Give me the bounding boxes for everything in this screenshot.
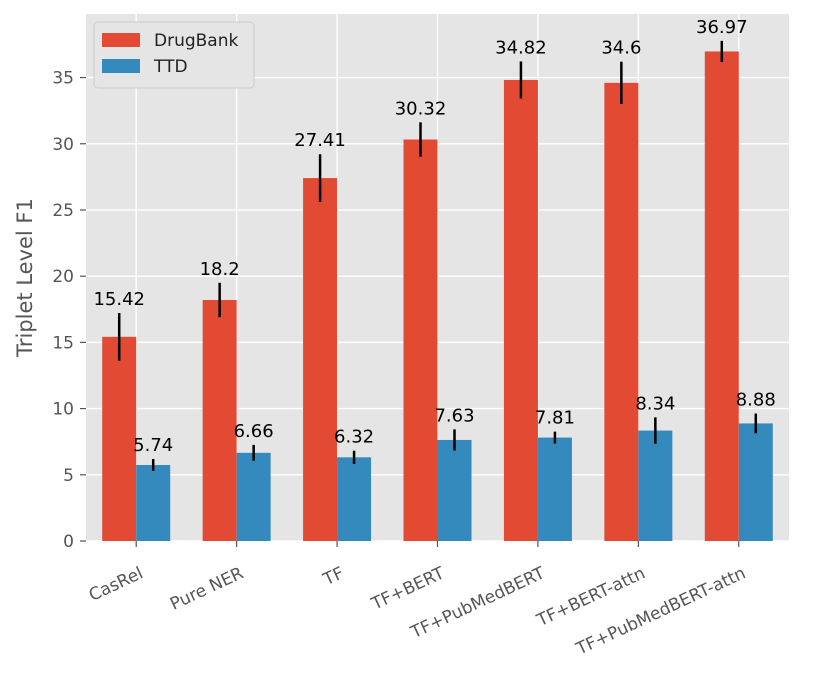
legend-swatch-drugbank	[102, 33, 140, 47]
bar-drugbank-1	[202, 300, 237, 541]
data-label: 18.2	[200, 259, 240, 280]
data-label: 34.6	[601, 38, 641, 59]
bar-ttd-5	[638, 430, 673, 541]
data-label: 7.81	[535, 408, 575, 429]
y-tick-label: 0	[63, 532, 74, 552]
bar-drugbank-6	[704, 51, 739, 541]
data-label: 6.66	[234, 421, 274, 442]
x-axis-ticks: CasRel Pure NER TF TF+BERTTF+PubMedBERTTF+B…	[86, 541, 749, 660]
x-tick-label: Pure NER	[167, 563, 247, 614]
x-tick-label: TF+BERT	[368, 563, 448, 615]
legend-swatch-ttd	[102, 59, 140, 73]
bar-drugbank-2	[303, 178, 338, 542]
data-label: 36.97	[696, 17, 748, 38]
bar-drugbank-3	[403, 139, 438, 542]
y-tick-label: 20	[52, 267, 74, 287]
y-tick-label: 35	[52, 69, 74, 89]
legend-label-drugbank: DrugBank	[154, 31, 238, 51]
data-label: 5.74	[133, 435, 173, 456]
x-tick-label: CasRel	[86, 563, 146, 605]
bar-ttd-4	[537, 437, 572, 541]
y-tick-label: 15	[52, 333, 74, 353]
data-label: 8.34	[635, 393, 675, 414]
data-label: 30.32	[395, 98, 447, 119]
legend: DrugBank TTD	[93, 21, 255, 89]
bars	[102, 51, 773, 542]
y-tick-label: 30	[52, 135, 74, 155]
bar-drugbank-4	[503, 79, 538, 541]
bar-ttd-1	[236, 452, 271, 541]
bar-drugbank-5	[604, 82, 639, 541]
data-label: 6.32	[334, 427, 374, 448]
bar-drugbank-0	[102, 336, 137, 541]
x-tick-label: TF	[320, 563, 348, 590]
x-tick-label: TF+PubMedBERT-attn	[572, 563, 748, 659]
y-axis-title: Triplet Level F1	[13, 198, 37, 358]
data-label: 27.41	[294, 130, 346, 151]
y-tick-label: 5	[63, 466, 74, 486]
bar-ttd-0	[136, 464, 171, 541]
data-labels: 15.42 18.2 27.41 30.32 34.82 34.6 36.97 5.74 6.6…	[93, 17, 775, 456]
bar-ttd-2	[337, 457, 372, 541]
bar-ttd-6	[738, 423, 773, 541]
legend-label-ttd: TTD	[153, 57, 188, 77]
y-tick-label: 10	[52, 400, 74, 420]
y-tick-label: 25	[52, 201, 74, 221]
bar-ttd-3	[437, 439, 472, 541]
data-label: 8.88	[736, 389, 776, 410]
error-bars	[117, 40, 758, 471]
data-label: 34.82	[495, 37, 547, 58]
y-axis-ticks: 0 5 10 15 20 25 30 35	[52, 69, 86, 552]
data-label: 15.42	[93, 289, 145, 310]
data-label: 7.63	[434, 405, 474, 426]
